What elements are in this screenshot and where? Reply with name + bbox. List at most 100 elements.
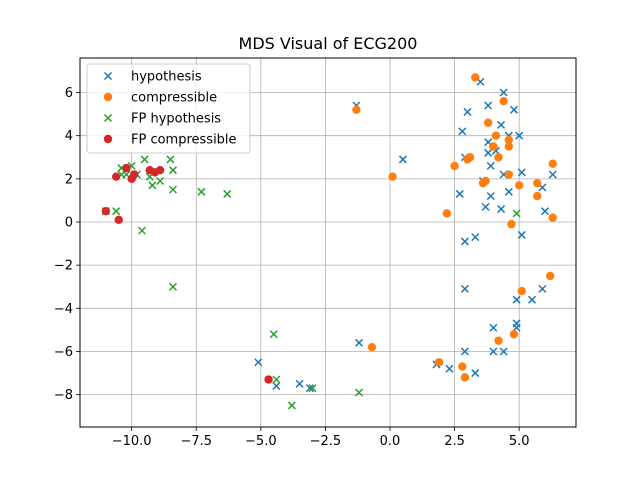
point-hypothesis — [354, 338, 364, 347]
y-tick-label: −2 — [54, 259, 73, 274]
legend-label-compressible: compressible — [131, 91, 217, 106]
point-compressible — [463, 155, 472, 164]
point-hypothesis — [538, 284, 547, 293]
legend-label-fp-compressible: FP compressible — [131, 133, 237, 148]
point-hypothesis — [254, 358, 263, 367]
point-compressible — [499, 96, 508, 106]
point-fp-hypothesis — [112, 207, 121, 216]
legend-label-fp-hypothesis: FP hypothesis — [131, 112, 221, 127]
point-hypothesis — [515, 131, 524, 140]
point-compressible — [548, 213, 557, 222]
point-fp-hypothesis — [197, 187, 206, 196]
point-compressible — [509, 330, 519, 339]
y-tick-label: −8 — [54, 388, 73, 403]
point-hypothesis — [499, 88, 508, 97]
point-hypothesis — [497, 120, 506, 129]
point-compressible — [352, 105, 361, 114]
point-hypothesis — [486, 192, 495, 201]
legend-marker-fp-hypothesis — [103, 113, 113, 123]
point-fp-compressible — [122, 163, 131, 173]
point-hypothesis — [305, 384, 314, 393]
point-compressible — [458, 362, 467, 371]
point-fp-hypothesis — [168, 166, 178, 175]
point-fp-hypothesis — [168, 282, 178, 291]
point-hypothesis — [455, 189, 464, 198]
point-fp-hypothesis — [287, 401, 296, 410]
point-hypothesis — [481, 202, 490, 211]
point-compressible — [494, 336, 503, 345]
point-compressible — [483, 118, 493, 127]
point-compressible — [491, 131, 501, 140]
y-tick-label: 4 — [65, 129, 73, 144]
point-compressible — [533, 178, 542, 188]
point-compressible — [388, 172, 397, 181]
point-compressible — [504, 142, 514, 151]
point-hypothesis — [512, 295, 521, 304]
y-tick-label: −4 — [54, 302, 73, 317]
point-hypothesis — [460, 284, 469, 293]
y-tick-label: 6 — [65, 86, 73, 101]
point-hypothesis — [272, 381, 281, 391]
point-hypothesis — [509, 105, 519, 114]
chart-title: MDS Visual of ECG200 — [239, 34, 418, 53]
point-fp-compressible — [264, 375, 273, 384]
plot-area-frame — [79, 57, 577, 428]
point-compressible — [489, 142, 498, 151]
data-points — [101, 73, 557, 410]
point-hypothesis — [497, 205, 506, 214]
point-hypothesis — [471, 233, 480, 242]
point-fp-compressible — [127, 174, 136, 184]
point-hypothesis — [499, 347, 508, 356]
point-fp-hypothesis — [223, 189, 232, 198]
legend-marker-hypothesis — [103, 71, 113, 81]
point-compressible — [507, 219, 516, 229]
point-hypothesis — [484, 101, 493, 110]
point-compressible — [460, 373, 470, 382]
point-fp-compressible — [111, 172, 121, 181]
point-compressible — [481, 176, 490, 186]
point-hypothesis — [295, 379, 304, 388]
point-hypothesis — [517, 168, 526, 177]
point-compressible — [504, 135, 514, 145]
point-fp-hypothesis — [148, 181, 157, 190]
point-fp-hypothesis — [354, 388, 364, 397]
x-tick-label: −2.5 — [310, 434, 342, 449]
y-tick-label: 0 — [65, 216, 73, 231]
point-compressible — [533, 191, 542, 201]
point-fp-compressible — [155, 166, 165, 175]
point-hypothesis — [517, 230, 526, 239]
point-hypothesis — [548, 170, 557, 179]
point-hypothesis — [398, 155, 407, 164]
point-hypothesis — [486, 161, 495, 170]
axis-ticks: −10.0 −7.5 −5.0 −2.5 0.0 2.5 5.0 −8 −6 −4 −2 0 2 4 6 — [54, 86, 530, 449]
point-compressible — [548, 159, 557, 168]
legend-box — [86, 63, 251, 154]
x-tick-label: −5.0 — [245, 434, 277, 449]
point-hypothesis — [445, 364, 454, 373]
point-hypothesis — [460, 237, 469, 246]
point-compressible — [471, 73, 480, 82]
legend-marker-compressible — [103, 92, 113, 102]
x-tick-label: 0.0 — [380, 434, 401, 449]
point-fp-hypothesis — [137, 226, 147, 235]
point-compressible — [514, 181, 524, 190]
point-compressible — [517, 286, 526, 296]
legend-marker-fp-compressible — [103, 134, 113, 144]
y-tick-label: −6 — [54, 345, 73, 360]
point-compressible — [504, 170, 514, 179]
point-fp-compressible — [101, 207, 111, 216]
point-fp-hypothesis — [512, 209, 521, 218]
point-hypothesis — [458, 127, 467, 136]
point-compressible — [442, 209, 452, 218]
x-tick-label: 5.0 — [509, 434, 530, 449]
point-fp-hypothesis — [156, 176, 165, 186]
y-tick-label: 2 — [65, 172, 73, 187]
x-tick-label: 2.5 — [444, 434, 465, 449]
legend-label-hypothesis: hypothesis — [131, 70, 202, 85]
point-hypothesis — [528, 295, 537, 304]
legend: hypothesis compressible FP hypothesis FP co… — [86, 63, 251, 154]
point-compressible — [450, 161, 459, 171]
point-hypothesis — [463, 107, 472, 116]
point-fp-hypothesis — [269, 330, 278, 339]
x-tick-label: −10.0 — [112, 434, 152, 449]
